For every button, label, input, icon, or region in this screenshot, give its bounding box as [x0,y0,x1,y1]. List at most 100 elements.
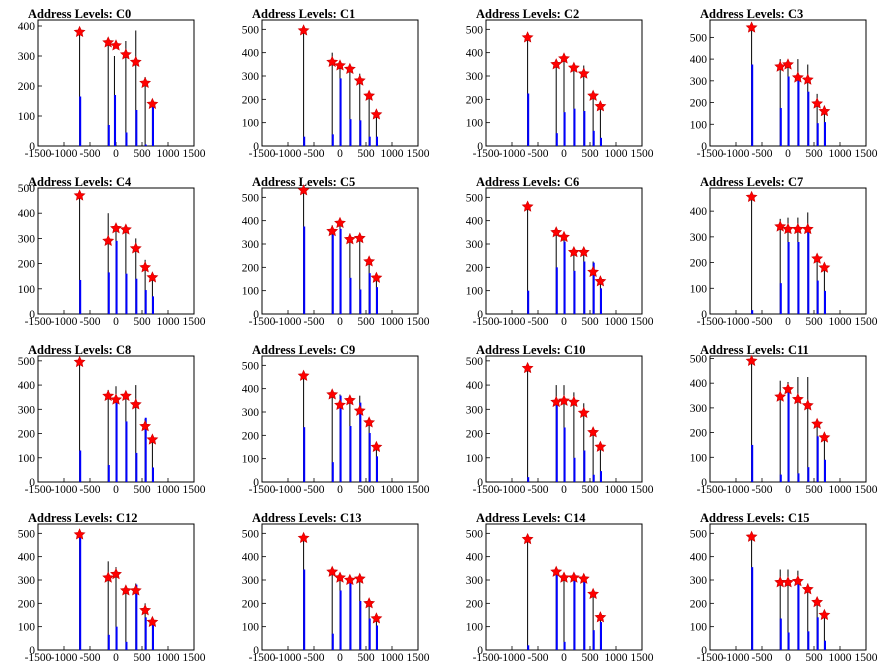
peak-marker [577,406,590,418]
x-tick-label: 500 [133,484,151,496]
peak-marker [801,222,814,235]
y-tick-label: 200 [18,429,36,441]
peak-marker [343,573,356,586]
chart-panel: Address Levels: C5 -1500 -1000 -500 0 500 1000… [224,168,448,336]
peak-marker [334,216,346,229]
x-tick-label: 1500 [855,316,878,328]
x-tick-label: -1000 [275,316,302,328]
peak-marker [801,399,814,411]
y-tick-label: 300 [242,239,260,251]
chart-svg: Address Levels: C5-1500 -1000 -500 0 500 1000… [242,175,430,328]
y-tick-label: 500 [18,183,36,195]
peak-marker [567,571,580,583]
chart-title: Address Levels: C8 [28,343,131,357]
peak-marker [370,271,383,283]
y-tick-label: 400 [242,216,260,228]
x-tick-label: 0 [561,484,567,496]
peak-marker [587,587,600,600]
x-tick-label: 1500 [631,316,654,328]
x-tick-label: -1500 [697,316,724,328]
y-tick-label: 0 [29,309,35,321]
y-tick-label: 200 [18,81,36,93]
chart-title: Address Levels: C1 [252,7,355,21]
peak-marker [139,76,152,89]
chart-svg: Address Levels: C13 -1500 -1000 -500 0 500 100… [242,511,430,664]
x-tick-label: 1000 [157,652,180,664]
chart-svg: Address Levels: C3-1500 -1000 -500 0 500 1000… [690,7,878,160]
chart-panel: Address Levels: C14 -1500 -1000 -500 0 500 100… [448,504,672,672]
y-tick-label: 500 [18,356,36,368]
y-tick-label: 100 [242,454,260,466]
chart-title: Address Levels: C5 [252,175,355,189]
peak-marker [146,271,159,283]
x-tick-label: 1000 [157,148,180,160]
y-tick-label: 500 [242,360,260,372]
peak-marker [594,611,607,623]
x-tick-label: 1500 [183,484,206,496]
y-tick-label: 300 [18,233,36,245]
peak-marker [102,36,115,48]
x-tick-label: 1500 [631,148,654,160]
x-tick-label: 500 [133,652,151,664]
chart-title: Address Levels: C0 [28,7,131,21]
y-tick-label: 300 [690,403,708,415]
x-tick-label: -1000 [499,316,526,328]
peak-marker [326,388,339,400]
x-tick-label: -500 [751,484,772,496]
peak-marker [818,105,831,117]
y-tick-label: 300 [690,76,708,88]
peak-marker [801,583,814,595]
peak-marker [577,245,590,258]
chart-title: Address Levels: C3 [700,7,803,21]
peak-marker [782,383,794,395]
chart-svg: Address Levels: C2-1500 -1000 -500 0 500 1000… [466,7,654,160]
x-tick-label: 1000 [605,148,628,160]
x-tick-label: 1500 [183,316,206,328]
peak-marker [558,230,570,243]
x-tick-label: 1500 [407,652,430,664]
y-tick-label: 0 [29,477,35,489]
peak-marker [139,604,152,616]
y-tick-label: 100 [242,118,260,130]
peak-marker [110,39,122,51]
x-tick-label: 500 [805,316,823,328]
peak-marker [801,73,814,85]
chart-panel: Address Levels: C9 -1500 -1000 -500 0 500 1000… [224,336,448,504]
peak-marker [587,426,600,438]
y-tick-label: 0 [477,141,483,153]
y-tick-label: 200 [18,598,36,610]
x-tick-label: 0 [337,652,343,664]
peak-marker [782,222,794,235]
peak-marker [791,71,804,83]
y-tick-label: 500 [242,24,260,36]
x-tick-label: -1000 [51,484,78,496]
x-tick-label: 1000 [605,316,628,328]
peak-marker [370,108,383,120]
peak-marker [297,184,310,196]
y-tick-label: 400 [466,48,484,60]
peak-marker [102,571,115,583]
chart-panel: Address Levels: C10 -1500 -1000 -500 0 500 100… [448,336,672,504]
peak-marker [73,528,86,540]
x-tick-label: -1000 [499,148,526,160]
x-tick-label: 1000 [157,316,180,328]
y-tick-label: 200 [466,94,484,106]
peak-marker [129,398,142,410]
y-tick-label: 300 [690,232,708,244]
peak-marker [521,200,534,212]
y-tick-label: 400 [690,552,708,564]
peak-marker [129,584,142,596]
peak-marker [146,615,159,628]
x-tick-label: -1500 [473,316,500,328]
x-tick-label: 0 [785,484,791,496]
chart-title: Address Levels: C11 [700,343,809,357]
peak-marker [110,393,122,405]
chart-title: Address Levels: C10 [476,343,586,357]
y-tick-label: 200 [690,98,708,110]
peak-marker [811,595,824,608]
x-tick-label: -500 [79,652,100,664]
peak-marker [110,222,122,234]
peak-marker [521,361,534,374]
x-tick-label: -1000 [275,652,302,664]
x-tick-label: -1000 [499,652,526,664]
